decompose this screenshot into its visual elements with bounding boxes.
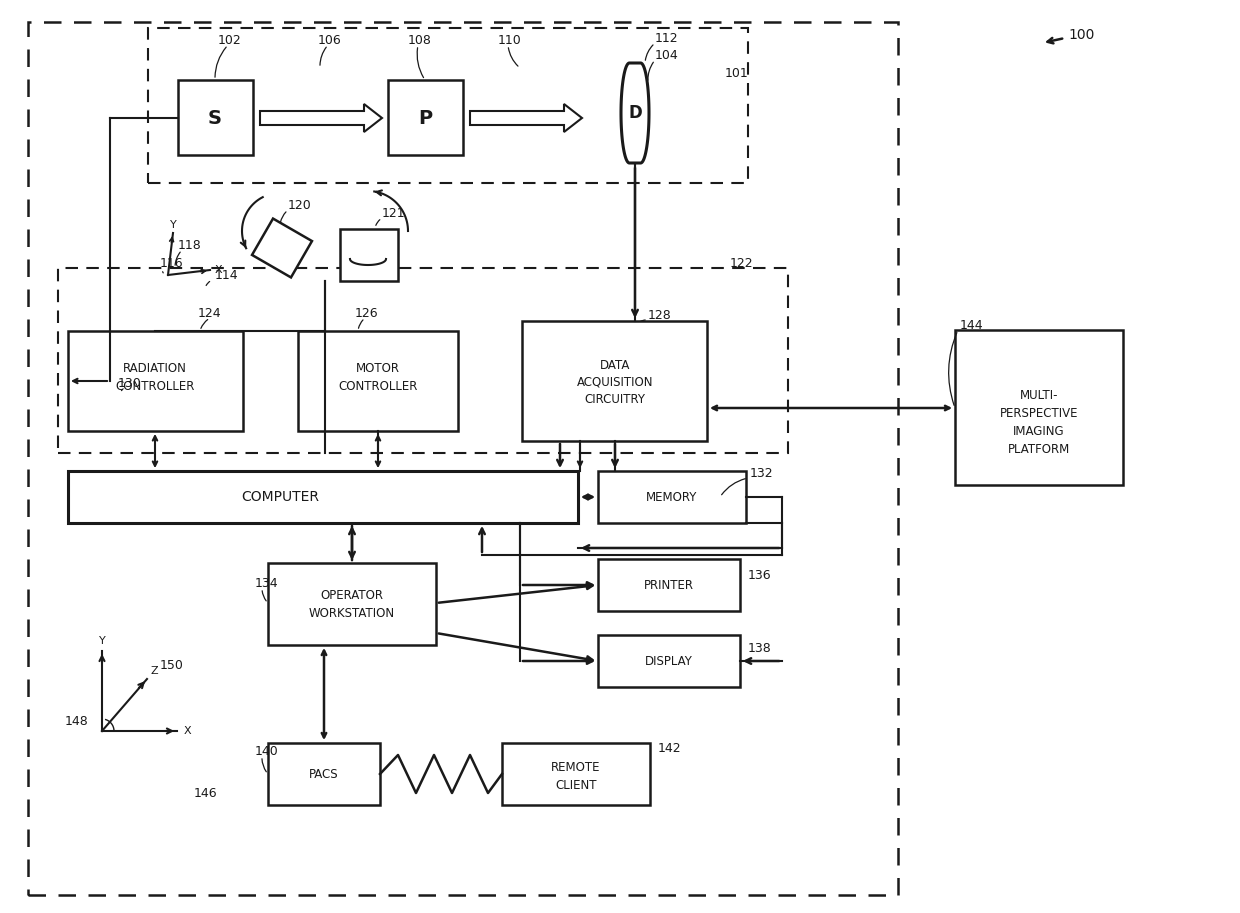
Text: Y: Y (170, 220, 176, 230)
Text: WORKSTATION: WORKSTATION (309, 606, 396, 620)
Text: 104: 104 (655, 48, 678, 61)
Text: 142: 142 (658, 741, 682, 754)
Text: 146: 146 (193, 786, 218, 800)
Text: 134: 134 (255, 576, 279, 590)
Text: CLIENT: CLIENT (556, 779, 596, 792)
Text: 140: 140 (255, 744, 279, 758)
Text: 106: 106 (317, 34, 342, 47)
Polygon shape (621, 63, 649, 163)
Text: 122: 122 (730, 257, 754, 269)
Bar (268, 563, 436, 645)
Text: 148: 148 (64, 715, 89, 728)
Text: DATA: DATA (600, 359, 630, 372)
Text: Y: Y (99, 636, 105, 646)
Bar (522, 321, 707, 441)
Bar (148, 28, 748, 183)
Text: IMAGING: IMAGING (1013, 425, 1065, 437)
Text: X: X (184, 726, 191, 736)
Text: 114: 114 (215, 268, 238, 281)
Polygon shape (470, 104, 582, 132)
Text: OPERATOR: OPERATOR (320, 589, 383, 602)
Bar (388, 80, 463, 155)
Text: 121: 121 (382, 206, 405, 219)
Text: PERSPECTIVE: PERSPECTIVE (999, 406, 1079, 419)
Bar (598, 471, 746, 523)
Bar (252, 218, 312, 278)
Text: 130: 130 (118, 376, 141, 390)
Bar (268, 743, 379, 805)
Bar (502, 743, 650, 805)
Bar (598, 559, 740, 611)
Text: MULTI-: MULTI- (1019, 389, 1058, 402)
Text: MOTOR: MOTOR (356, 362, 401, 374)
Text: 128: 128 (649, 309, 672, 321)
Text: MEMORY: MEMORY (646, 490, 698, 503)
Bar (598, 635, 740, 687)
Text: 150: 150 (160, 658, 184, 671)
Text: 101: 101 (725, 67, 749, 79)
Text: PLATFORM: PLATFORM (1008, 443, 1070, 456)
Text: PRINTER: PRINTER (644, 579, 694, 592)
Bar (955, 330, 1123, 485)
Text: DISPLAY: DISPLAY (645, 655, 693, 667)
Text: 144: 144 (960, 319, 983, 331)
Text: 120: 120 (288, 198, 311, 212)
Polygon shape (260, 104, 382, 132)
Text: Z: Z (150, 666, 157, 676)
Bar (29, 22, 898, 895)
Text: RADIATION: RADIATION (123, 362, 187, 374)
Text: ACQUISITION: ACQUISITION (577, 375, 653, 389)
Text: 124: 124 (198, 307, 222, 320)
Text: 132: 132 (750, 467, 774, 479)
Text: D: D (629, 104, 642, 122)
Text: 112: 112 (655, 32, 678, 45)
Text: CONTROLLER: CONTROLLER (115, 380, 195, 393)
Text: 126: 126 (355, 307, 378, 320)
Bar (340, 229, 398, 281)
Text: 110: 110 (498, 34, 522, 47)
Text: 118: 118 (179, 238, 202, 251)
Text: 108: 108 (408, 34, 432, 47)
Text: S: S (208, 109, 222, 128)
Text: X: X (215, 265, 222, 275)
Text: CONTROLLER: CONTROLLER (339, 380, 418, 393)
Text: PACS: PACS (309, 768, 339, 781)
Bar (58, 268, 787, 453)
Text: CIRCUITRY: CIRCUITRY (584, 393, 646, 405)
Text: REMOTE: REMOTE (552, 761, 600, 773)
Text: 102: 102 (218, 34, 242, 47)
Text: 116: 116 (160, 257, 184, 269)
Text: COMPUTER: COMPUTER (241, 490, 319, 504)
Bar (179, 80, 253, 155)
Text: 136: 136 (748, 569, 771, 582)
Text: 138: 138 (748, 642, 771, 655)
Bar (68, 331, 243, 431)
Text: P: P (418, 109, 432, 128)
Text: 100: 100 (1068, 28, 1095, 42)
Bar (298, 331, 458, 431)
Bar (68, 471, 578, 523)
